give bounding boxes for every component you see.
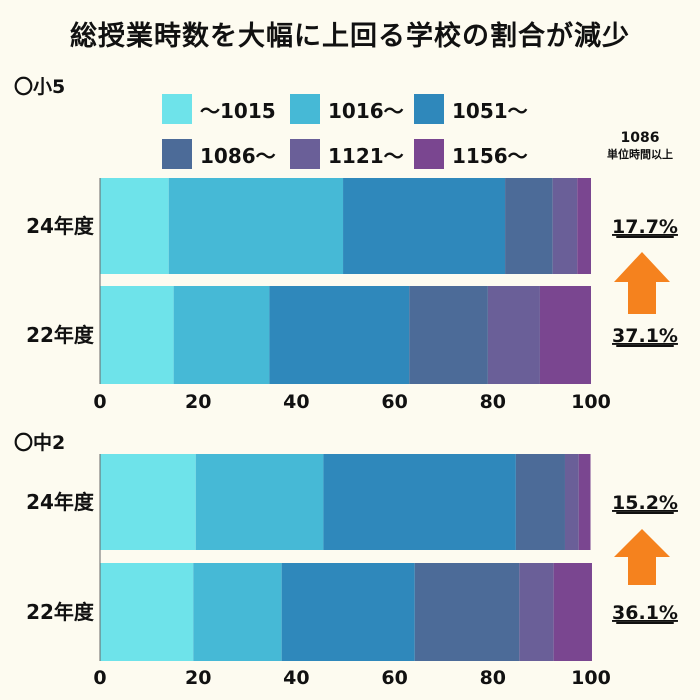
x-tick-label: 100 [571, 667, 611, 689]
up-arrow-icon [614, 252, 670, 314]
share-label: 15.2% [612, 492, 678, 514]
bar-segment [505, 178, 553, 274]
legend-swatch [414, 139, 444, 169]
bar-segment [173, 286, 270, 384]
category-label: 22年度 [26, 323, 95, 347]
section-label-junior-high: 〇中2 [14, 432, 66, 454]
bar-segment [195, 454, 324, 550]
legend-item: 1086〜 [162, 139, 276, 169]
stacked-bar-chart-elementary: 24年度 17.7% 22年度 37.1% 0 20 40 60 80 100 [26, 178, 678, 410]
section-label-elementary: 〇小5 [14, 76, 66, 98]
legend-label: 1086〜 [200, 143, 276, 168]
bar-segment [519, 563, 554, 661]
bar-segment [100, 563, 194, 661]
bar-segment [539, 286, 591, 384]
category-label: 24年度 [26, 490, 95, 514]
legend-label: 1051〜 [452, 98, 528, 123]
threshold-note-unit: 単位時間以上 [607, 147, 673, 161]
share-label: 37.1% [612, 325, 678, 347]
legend-swatch [414, 94, 444, 124]
bar-segment [487, 286, 540, 384]
legend-item: 〜1015 [162, 94, 276, 124]
category-label: 24年度 [26, 214, 95, 238]
x-tick-label: 0 [93, 391, 106, 410]
bar-segment [409, 286, 488, 384]
bar-segment [168, 178, 344, 274]
bar-segment [414, 563, 520, 661]
bar-segment [553, 563, 592, 661]
legend-item: 1121〜 [290, 139, 404, 169]
legend-item: 1051〜 [414, 94, 528, 124]
x-tick-label: 0 [93, 667, 106, 689]
bar-segment [269, 286, 410, 384]
bar-segment [193, 563, 282, 661]
legend-swatch [162, 139, 192, 169]
legend-label: 1156〜 [452, 143, 528, 168]
x-tick-label: 40 [283, 667, 309, 689]
x-tick-label: 80 [480, 391, 506, 410]
x-tick-label: 40 [283, 391, 309, 410]
bar-segment [552, 178, 578, 274]
legend-label: 1121〜 [328, 143, 404, 168]
bar-segment [100, 286, 174, 384]
up-arrow-icon [614, 529, 670, 585]
x-tick-label: 100 [571, 391, 611, 410]
legend-label: 1016〜 [328, 98, 404, 123]
legend-swatch [290, 94, 320, 124]
chart-title: 総授業時数を大幅に上回る学校の割合が減少 [70, 21, 630, 52]
legend-swatch [162, 94, 192, 124]
share-label: 17.7% [612, 216, 678, 238]
bar-segment [577, 178, 591, 274]
bar-segment [100, 454, 196, 550]
legend-item: 1016〜 [290, 94, 404, 124]
x-tick-label: 60 [381, 667, 407, 689]
x-tick-label: 60 [381, 391, 407, 410]
bar-segment [578, 454, 591, 550]
x-tick-label: 20 [185, 391, 211, 410]
bar-segment [100, 178, 169, 274]
x-tick-label: 20 [185, 667, 211, 689]
bar-segment [515, 454, 565, 550]
share-label: 36.1% [612, 602, 678, 624]
legend-item: 1156〜 [414, 139, 528, 169]
bar-segment [343, 178, 506, 274]
bar-segment [564, 454, 579, 550]
bar-segment [281, 563, 415, 661]
category-label: 22年度 [26, 600, 95, 624]
legend-label: 〜1015 [200, 98, 276, 123]
legend-swatch [290, 139, 320, 169]
threshold-note-value: 1086 [620, 130, 660, 146]
x-tick-label: 80 [480, 667, 506, 689]
bar-segment [323, 454, 516, 550]
stacked-bar-chart-junior-high: 24年度 15.2% 22年度 36.1% 0 20 40 60 80 100 [26, 454, 678, 689]
threshold-note: 1086 単位時間以上 [590, 130, 690, 161]
